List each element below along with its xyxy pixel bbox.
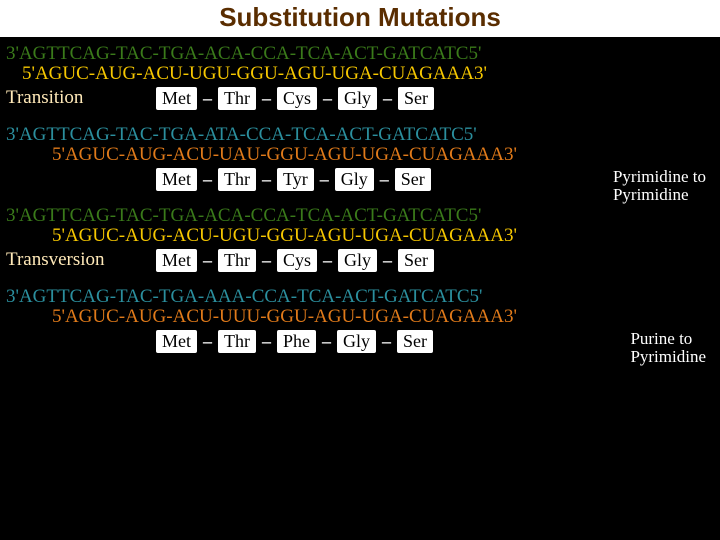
amino-acid-row: Met–Thr–Cys–Gly–Ser (156, 87, 434, 110)
amino-acid: Phe (277, 330, 316, 353)
note-line: Pyrimidine (630, 348, 706, 366)
prime-3: 3' (504, 225, 517, 246)
aa-connector: – (203, 331, 212, 352)
mutation-block: 3'AGTTCAG-TAC-TGA-ACA-CCA-TCA-ACT-GATCAT… (6, 43, 714, 110)
amino-acid-row: Met–Thr–Cys–Gly–Ser (156, 249, 434, 272)
mutation-note: Purine toPyrimidine (630, 330, 706, 366)
prime-3: 3' (6, 43, 19, 64)
amino-acid-row: Met–Thr–Tyr–Gly–Ser (156, 168, 431, 191)
aa-connector: – (203, 88, 212, 109)
prime-3: 3' (6, 205, 19, 226)
rna-sequence: 5'AGUC-AUG-ACU-UGU-GGU-AGU-UGA-CUAGAAA3' (22, 63, 714, 85)
aa-connector: – (320, 169, 329, 190)
amino-acid: Cys (277, 87, 317, 110)
aa-connector: – (203, 250, 212, 271)
transversion-label: Transversion (6, 249, 105, 271)
mutation-block: 3'AGTTCAG-TAC-TGA-AAA-CCA-TCA-ACT-GATCAT… (6, 286, 714, 353)
mutation-note: Pyrimidine toPyrimidine (613, 168, 706, 204)
dna-seq-text: AGTTCAG-TAC-TGA-ACA-CCA-TCA-ACT-GATCATC (19, 205, 469, 226)
aa-connector: – (383, 250, 392, 271)
aa-connector: – (262, 331, 271, 352)
amino-acid: Thr (218, 87, 256, 110)
page-title: Substitution Mutations (219, 2, 501, 32)
amino-acid: Ser (397, 330, 433, 353)
title-bar: Substitution Mutations (0, 0, 720, 37)
rna-sequence: 5'AGUC-AUG-ACU-UUU-GGU-AGU-UGA-CUAGAAA3' (52, 306, 714, 328)
amino-acid-row-wrap: TransitionMet–Thr–Cys–Gly–Ser (6, 87, 714, 110)
prime-3: 3' (6, 286, 19, 307)
content-area: 3'AGTTCAG-TAC-TGA-ACA-CCA-TCA-ACT-GATCAT… (0, 37, 720, 353)
amino-acid: Gly (338, 249, 377, 272)
amino-acid: Cys (277, 249, 317, 272)
aa-connector: – (203, 169, 212, 190)
aa-connector: – (383, 88, 392, 109)
amino-acid: Thr (218, 168, 256, 191)
dna-sequence: 3'AGTTCAG-TAC-TGA-ACA-CCA-TCA-ACT-GATCAT… (6, 205, 714, 227)
mutation-block: 3'AGTTCAG-TAC-TGA-ACA-CCA-TCA-ACT-GATCAT… (6, 205, 714, 272)
amino-acid: Thr (218, 249, 256, 272)
amino-acid: Gly (335, 168, 374, 191)
amino-acid: Ser (398, 249, 434, 272)
amino-acid: Met (156, 330, 197, 353)
rna-seq-text: AGUC-AUG-ACU-UAU-GGU-AGU-UGA-CUAGAAA (65, 144, 504, 165)
amino-acid: Tyr (277, 168, 314, 191)
rna-seq-text: AGUC-AUG-ACU-UGU-GGU-AGU-UGA-CUAGAAA (65, 225, 504, 246)
prime-5: 5' (52, 306, 65, 327)
amino-acid: Met (156, 168, 197, 191)
rna-sequence: 5'AGUC-AUG-ACU-UAU-GGU-AGU-UGA-CUAGAAA3' (52, 144, 714, 166)
aa-connector: – (380, 169, 389, 190)
rna-sequence: 5'AGUC-AUG-ACU-UGU-GGU-AGU-UGA-CUAGAAA3' (52, 225, 714, 247)
rna-seq-text: AGUC-AUG-ACU-UGU-GGU-AGU-UGA-CUAGAAA (35, 63, 474, 84)
amino-acid: Thr (218, 330, 256, 353)
aa-connector: – (323, 250, 332, 271)
prime-5: 5' (468, 43, 481, 64)
aa-connector: – (382, 331, 391, 352)
dna-seq-text: AGTTCAG-TAC-TGA-ACA-CCA-TCA-ACT-GATCATC (19, 43, 469, 64)
mutation-block: 3'AGTTCAG-TAC-TGA-ATA-CCA-TCA-ACT-GATCAT… (6, 124, 714, 191)
prime-5: 5' (468, 205, 481, 226)
prime-5: 5' (22, 63, 35, 84)
prime-5: 5' (52, 144, 65, 165)
dna-seq-text: AGTTCAG-TAC-TGA-ATA-CCA-TCA-ACT-GATCATC (19, 124, 464, 145)
note-line: Purine to (630, 330, 706, 348)
aa-connector: – (262, 250, 271, 271)
dna-sequence: 3'AGTTCAG-TAC-TGA-ACA-CCA-TCA-ACT-GATCAT… (6, 43, 714, 65)
prime-3: 3' (504, 144, 517, 165)
transition-label: Transition (6, 87, 83, 109)
amino-acid-row-wrap: Met–Thr–Tyr–Gly–Ser (6, 168, 714, 191)
amino-acid-row: Met–Thr–Phe–Gly–Ser (156, 330, 433, 353)
aa-connector: – (262, 169, 271, 190)
amino-acid: Gly (338, 87, 377, 110)
dna-sequence: 3'AGTTCAG-TAC-TGA-ATA-CCA-TCA-ACT-GATCAT… (6, 124, 714, 146)
aa-connector: – (323, 88, 332, 109)
amino-acid: Gly (337, 330, 376, 353)
prime-5: 5' (52, 225, 65, 246)
rna-seq-text: AGUC-AUG-ACU-UUU-GGU-AGU-UGA-CUAGAAA (65, 306, 504, 327)
dna-sequence: 3'AGTTCAG-TAC-TGA-AAA-CCA-TCA-ACT-GATCAT… (6, 286, 714, 308)
amino-acid: Met (156, 87, 197, 110)
note-line: Pyrimidine (613, 186, 706, 204)
prime-5: 5' (470, 286, 483, 307)
amino-acid-row-wrap: TransversionMet–Thr–Cys–Gly–Ser (6, 249, 714, 272)
amino-acid-row-wrap: Met–Thr–Phe–Gly–Ser (6, 330, 714, 353)
amino-acid: Met (156, 249, 197, 272)
prime-3: 3' (6, 124, 19, 145)
amino-acid: Ser (395, 168, 431, 191)
aa-connector: – (322, 331, 331, 352)
aa-connector: – (262, 88, 271, 109)
amino-acid: Ser (398, 87, 434, 110)
prime-3: 3' (504, 306, 517, 327)
note-line: Pyrimidine to (613, 168, 706, 186)
prime-3: 3' (474, 63, 487, 84)
dna-seq-text: AGTTCAG-TAC-TGA-AAA-CCA-TCA-ACT-GATCATC (19, 286, 470, 307)
prime-5: 5' (464, 124, 477, 145)
